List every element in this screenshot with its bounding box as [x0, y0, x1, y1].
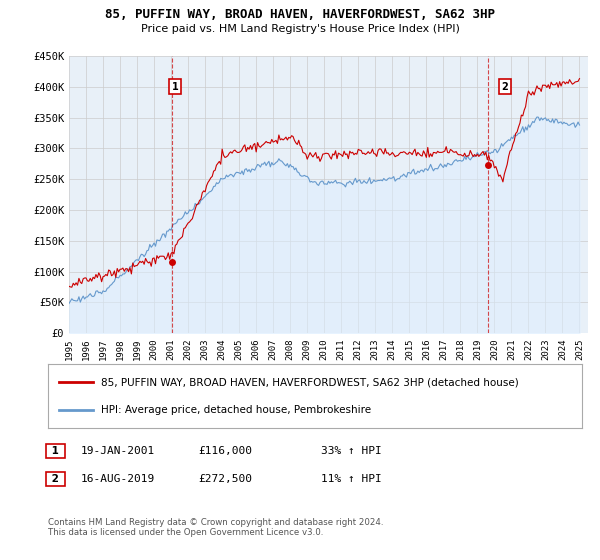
- Text: £116,000: £116,000: [198, 446, 252, 456]
- Text: 1: 1: [48, 446, 62, 456]
- Text: 33% ↑ HPI: 33% ↑ HPI: [321, 446, 382, 456]
- Text: Contains HM Land Registry data © Crown copyright and database right 2024.
This d: Contains HM Land Registry data © Crown c…: [48, 518, 383, 538]
- Text: 2: 2: [48, 474, 62, 484]
- Text: 19-JAN-2001: 19-JAN-2001: [81, 446, 155, 456]
- Text: 1: 1: [172, 82, 179, 92]
- Text: £272,500: £272,500: [198, 474, 252, 484]
- Text: 85, PUFFIN WAY, BROAD HAVEN, HAVERFORDWEST, SA62 3HP (detached house): 85, PUFFIN WAY, BROAD HAVEN, HAVERFORDWE…: [101, 377, 519, 387]
- Text: Price paid vs. HM Land Registry's House Price Index (HPI): Price paid vs. HM Land Registry's House …: [140, 24, 460, 34]
- Text: HPI: Average price, detached house, Pembrokeshire: HPI: Average price, detached house, Pemb…: [101, 405, 371, 416]
- Text: 2: 2: [502, 82, 508, 92]
- Text: 16-AUG-2019: 16-AUG-2019: [81, 474, 155, 484]
- Text: 11% ↑ HPI: 11% ↑ HPI: [321, 474, 382, 484]
- Text: 85, PUFFIN WAY, BROAD HAVEN, HAVERFORDWEST, SA62 3HP: 85, PUFFIN WAY, BROAD HAVEN, HAVERFORDWE…: [105, 8, 495, 21]
